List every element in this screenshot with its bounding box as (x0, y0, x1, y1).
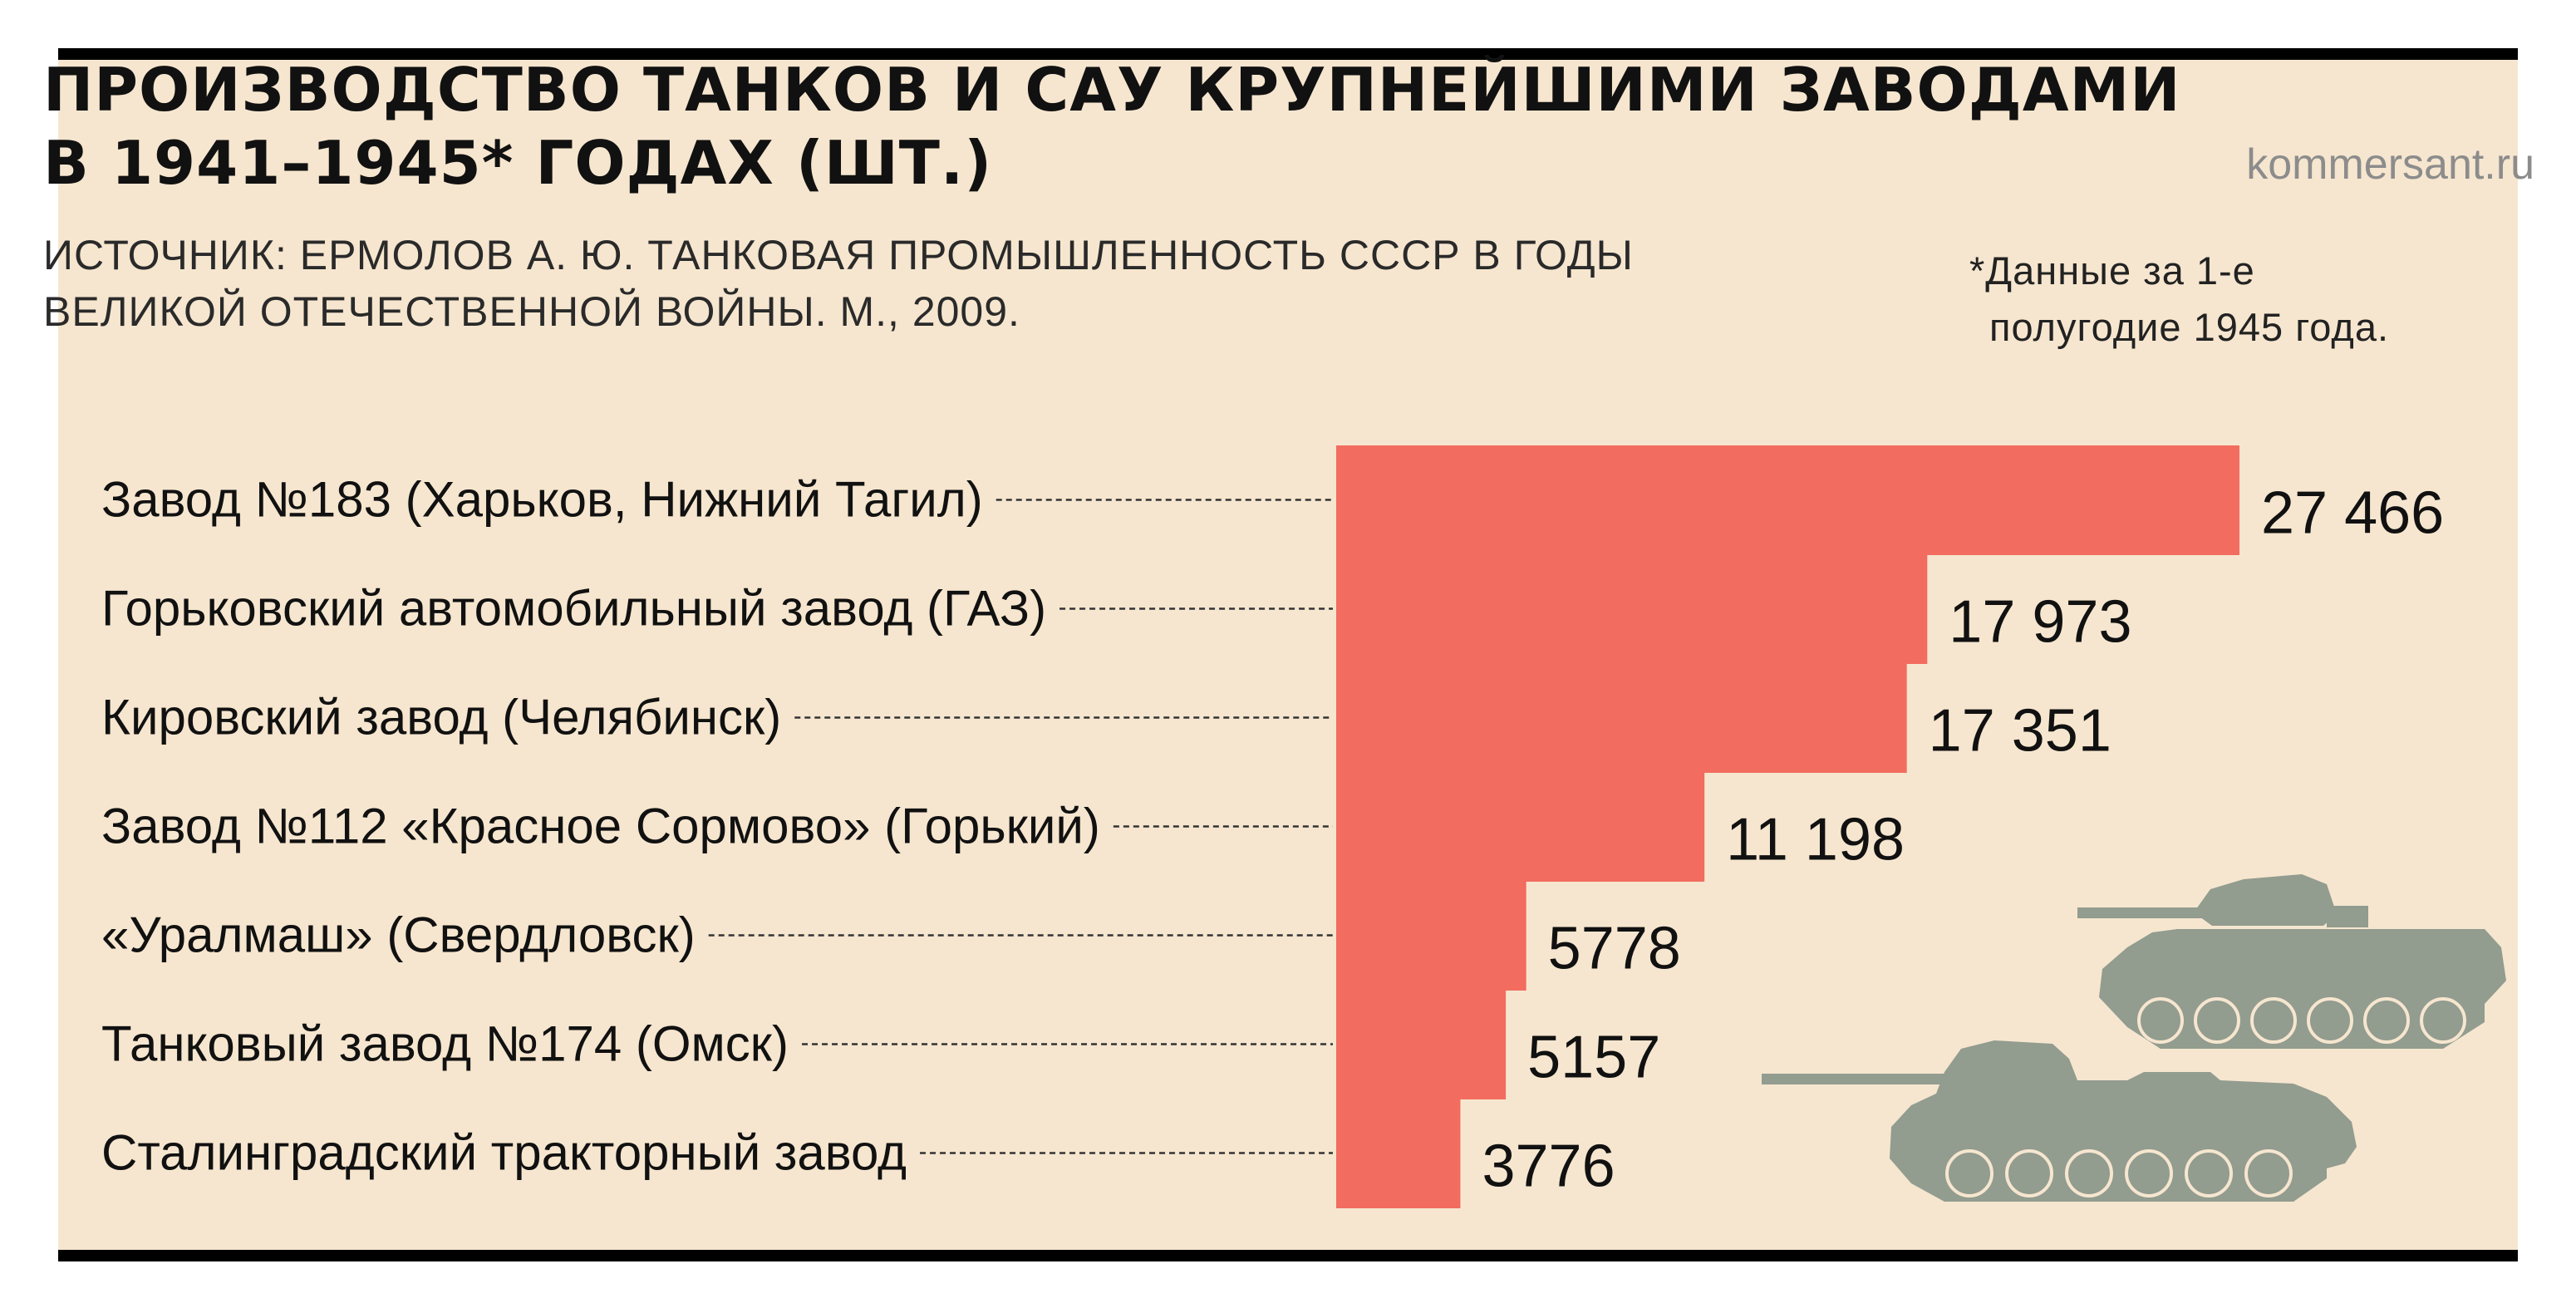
footnote-line-1: *Данные за 1-е (1969, 248, 2255, 293)
tank-icon (2077, 874, 2506, 1049)
source-line-1: ИСТОЧНИК: ЕРМОЛОВ А. Ю. ТАНКОВАЯ ПРОМЫШЛ… (43, 232, 1634, 278)
bar (1336, 663, 1907, 773)
site-name[interactable]: kommersant.ru (2246, 140, 2534, 189)
source-line-2: ВЕЛИКОЙ ОТЕЧЕСТВЕННОЙ ВОЙНЫ. М., 2009. (43, 288, 1020, 335)
value-label: 27 466 (2261, 480, 2444, 547)
category-label: «Уралмаш» (Свердловск) (101, 907, 696, 963)
value-label: 5157 (1527, 1025, 1660, 1091)
top-rule (58, 48, 2518, 60)
value-label: 5778 (1548, 916, 1681, 982)
footnote-line-2: полугодие 1945 года. (1989, 305, 2390, 349)
category-label: Кировский завод (Челябинск) (101, 690, 781, 745)
chart-title-line-1: ПРОИЗВОДСТВО ТАНКОВ И САУ КРУПНЕЙШИМИ ЗА… (43, 55, 2181, 125)
bottom-rule (58, 1250, 2518, 1261)
bar (1336, 554, 1928, 664)
bar (1336, 445, 2239, 555)
value-labels: 27 466 17 973 17 351 11 198 5778 5157 3776 (1482, 480, 2444, 1200)
category-label: Завод №183 (Харьков, Нижний Тагил) (101, 472, 983, 528)
chart-title-line-2: В 1941–1945* ГОДАХ (ШТ.) (43, 128, 993, 198)
category-label: Завод №112 «Красное Сормово» (Горький) (101, 799, 1100, 854)
self-propelled-gun-icon (1762, 1040, 2357, 1202)
tank-illustrations (1762, 874, 2506, 1202)
category-label: Горьковский автомобильный завод (ГАЗ) (101, 581, 1046, 637)
value-label: 3776 (1482, 1134, 1615, 1200)
bar (1336, 990, 1507, 1099)
value-label: 17 973 (1949, 589, 2131, 656)
category-labels: Завод №183 (Харьков, Нижний Тагил) Горько… (101, 472, 1333, 1181)
bar (1336, 1099, 1461, 1208)
category-label: Сталинградский тракторный завод (101, 1125, 907, 1181)
infographic-card (58, 48, 2518, 1261)
value-label: 11 198 (1726, 807, 1905, 873)
bar (1336, 881, 1526, 991)
bars (1336, 445, 2239, 1208)
category-label: Танковый завод №174 (Омск) (101, 1016, 789, 1072)
bar (1336, 772, 1705, 882)
value-label: 17 351 (1929, 698, 2111, 765)
